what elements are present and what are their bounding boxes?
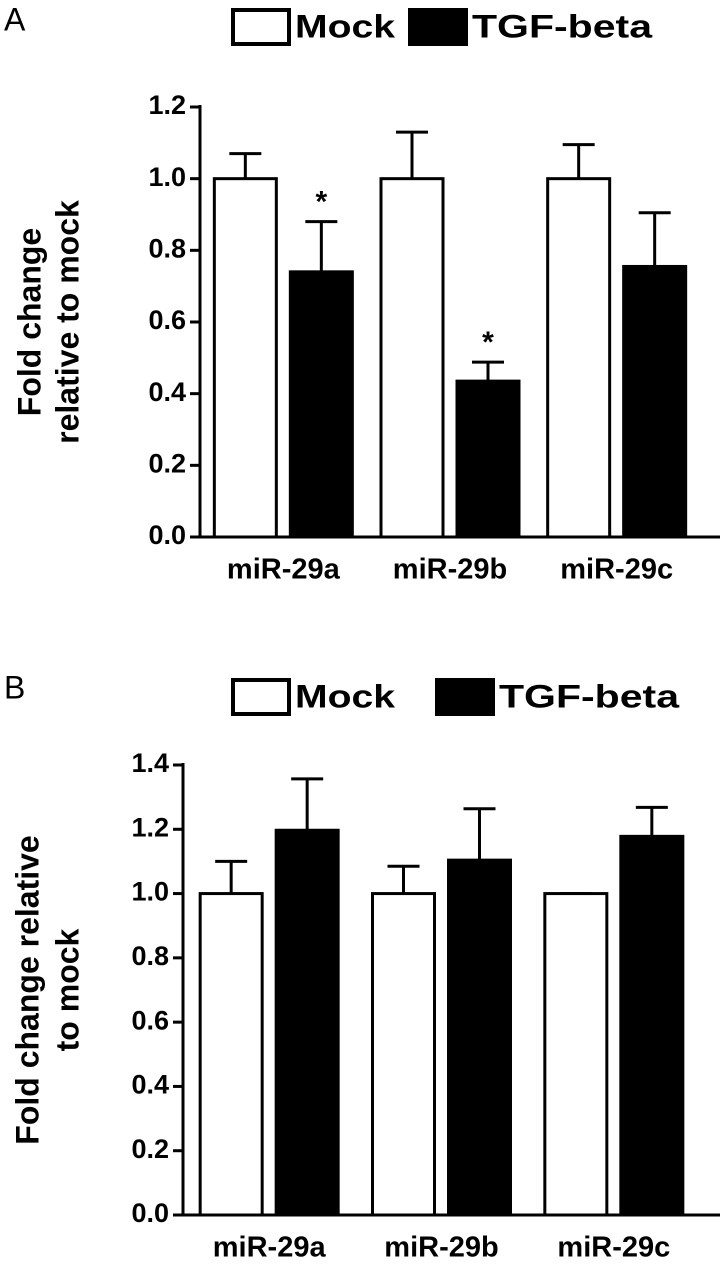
x-tick-label: miR-29b <box>393 554 507 586</box>
bar <box>455 379 521 539</box>
legend-swatch <box>408 8 468 46</box>
legend-swatch <box>231 8 291 46</box>
x-tick-label: miR-29c <box>560 554 673 586</box>
panel-label: A <box>4 1 26 37</box>
y-tick-label: 1.0 <box>131 877 169 907</box>
y-tick-label: 0.8 <box>148 233 186 263</box>
x-tick-label: miR-29a <box>227 554 341 586</box>
legend-label: TGF-beta <box>499 678 679 714</box>
bar <box>288 270 354 539</box>
y-axis-label: Fold change relative <box>9 835 45 1144</box>
y-tick-label: 0.4 <box>148 377 186 407</box>
y-axis-label: to mock <box>49 928 85 1051</box>
bar <box>379 177 445 539</box>
significance-marker: * <box>315 186 327 219</box>
y-tick-label: 0.0 <box>131 1198 169 1228</box>
y-tick-label: 1.4 <box>131 748 169 778</box>
y-tick-label: 0.2 <box>148 448 186 478</box>
y-axis-label: relative to mock <box>49 200 85 444</box>
y-tick-label: 0.4 <box>131 1070 169 1100</box>
y-tick-label: 1.0 <box>148 162 186 192</box>
legend-label: Mock <box>295 8 395 44</box>
y-tick-label: 0.8 <box>131 941 169 971</box>
panel-label: B <box>4 669 25 705</box>
y-tick-label: 0.6 <box>131 1005 169 1035</box>
bar <box>198 892 264 1217</box>
x-tick-label: miR-29b <box>384 1232 498 1264</box>
y-tick-label: 0.0 <box>148 520 186 550</box>
y-tick-label: 1.2 <box>131 812 169 842</box>
legend-swatch <box>435 678 495 716</box>
legend-swatch <box>231 678 291 716</box>
bar <box>619 834 685 1217</box>
bar <box>543 892 609 1217</box>
bar <box>274 828 340 1217</box>
significance-marker: * <box>482 326 494 359</box>
y-axis-label: Fold change <box>11 228 47 416</box>
bar <box>546 177 612 539</box>
x-tick-label: miR-29a <box>213 1232 327 1264</box>
bar <box>447 858 512 1217</box>
y-tick-label: 0.6 <box>148 305 186 335</box>
bar <box>212 177 278 539</box>
legend-label: TGF-beta <box>472 8 652 44</box>
y-tick-label: 1.2 <box>148 90 186 120</box>
bar <box>371 892 436 1217</box>
x-tick-label: miR-29c <box>557 1232 670 1264</box>
y-tick-label: 0.2 <box>131 1134 169 1164</box>
legend-label: Mock <box>295 678 395 714</box>
bar <box>622 264 688 539</box>
